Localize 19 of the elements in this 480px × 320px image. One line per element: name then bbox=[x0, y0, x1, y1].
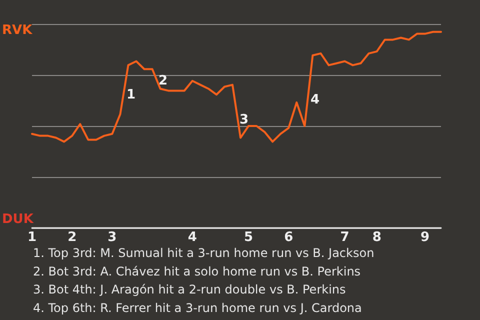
annotation: 4 bbox=[310, 92, 320, 108]
x-tick-label: 7 bbox=[340, 230, 350, 245]
x-tick-label: 1 bbox=[27, 230, 37, 245]
x-tick-label: 3 bbox=[108, 230, 117, 245]
x-tick-label: 8 bbox=[372, 230, 382, 245]
annotation: DUK bbox=[2, 212, 34, 227]
x-tick-label: 6 bbox=[284, 230, 294, 245]
text: 2. Bot 3rd: A. Chávez hit a solo home run vs B. Perkins bbox=[33, 264, 361, 278]
annotation: 1 bbox=[126, 88, 136, 102]
annotation: 3 bbox=[239, 112, 249, 128]
x-tick-label: 4 bbox=[188, 230, 197, 245]
x-tick-label: 5 bbox=[244, 230, 254, 245]
x-tick-label: 9 bbox=[420, 230, 430, 245]
annotation: RVK bbox=[2, 23, 34, 38]
text: 4. Top 6th: R. Ferrer hit a 3-run home run vs J. Cardona bbox=[33, 300, 362, 315]
text: 1. Top 3rd: M. Sumual hit a 3-run home run vs B. Jackson bbox=[33, 246, 374, 260]
x-tick-label: 2 bbox=[68, 230, 77, 245]
annotation: 2 bbox=[158, 74, 168, 88]
text: 3. Bot 4th: J. Aragón hit a 2-run double vs B. Perkins bbox=[33, 282, 346, 297]
